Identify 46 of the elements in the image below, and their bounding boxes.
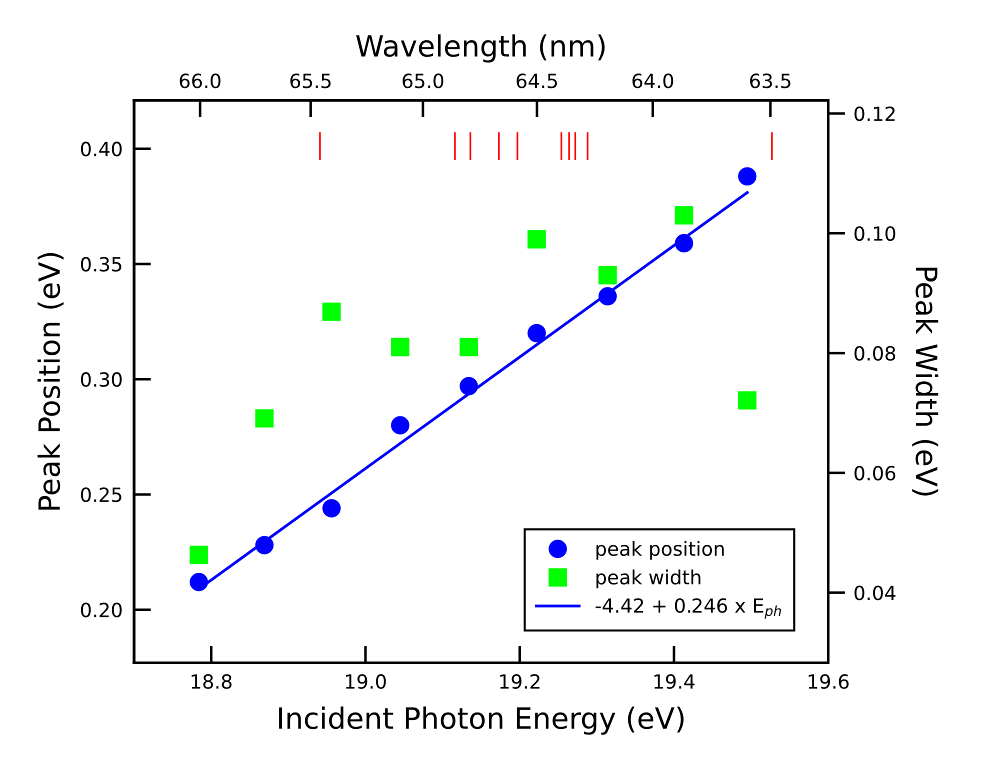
point [190, 572, 208, 592]
y2-tick-label: 0.10 [854, 226, 896, 241]
legend-label: -4.42 + 0.246 x E$_{ph}$ [596, 598, 781, 619]
y-tick-label: 0.30 [80, 372, 122, 387]
point [674, 234, 694, 252]
y-tick-label: 0.20 [80, 602, 122, 618]
point [598, 287, 617, 306]
point [391, 416, 410, 434]
point [528, 230, 546, 248]
point [322, 499, 341, 518]
point [190, 546, 208, 564]
x2-tick-label: 65.0 [402, 74, 444, 88]
point [255, 409, 274, 428]
legend-label: peak position [596, 540, 724, 560]
x2-tick-label: 64.0 [632, 74, 674, 88]
x-tick-label: 19.2 [500, 674, 540, 689]
y-tick-label: 0.35 [80, 256, 122, 272]
point [674, 206, 694, 224]
y-axis-title: Peak Position (eV) [38, 253, 64, 510]
point [255, 536, 274, 554]
point [528, 324, 546, 342]
point [460, 338, 478, 356]
y2-axis-title: Peak Width (eV) [912, 268, 938, 496]
x-tick-label: 18.8 [192, 674, 232, 689]
y2-tick-label: 0.04 [854, 586, 896, 600]
y-tick-label: 0.25 [80, 487, 122, 502]
point [738, 391, 756, 410]
point [738, 167, 756, 186]
x-tick-label: 19.4 [654, 674, 695, 689]
x-axis-title: Incident Photon Energy (eV) [279, 706, 684, 735]
x2-tick-label: 64.5 [516, 74, 557, 88]
legend-label: peak width [596, 569, 700, 588]
point [391, 338, 410, 356]
y2-tick-label: 0.12 [854, 106, 895, 122]
x-tick-label: 19.6 [808, 674, 849, 689]
x2-tick-label: 63.5 [750, 74, 790, 88]
point [460, 376, 478, 396]
x2-axis-title: Wavelength (nm) [356, 34, 605, 63]
point [598, 266, 617, 284]
y2-tick-label: 0.08 [854, 346, 896, 361]
y-tick-label: 0.40 [80, 142, 122, 156]
x2-tick-label: 65.5 [290, 74, 331, 88]
y2-tick-label: 0.06 [854, 466, 896, 481]
point [322, 302, 341, 321]
x2-tick-label: 66.0 [180, 74, 220, 88]
x-tick-label: 19.0 [346, 674, 386, 689]
